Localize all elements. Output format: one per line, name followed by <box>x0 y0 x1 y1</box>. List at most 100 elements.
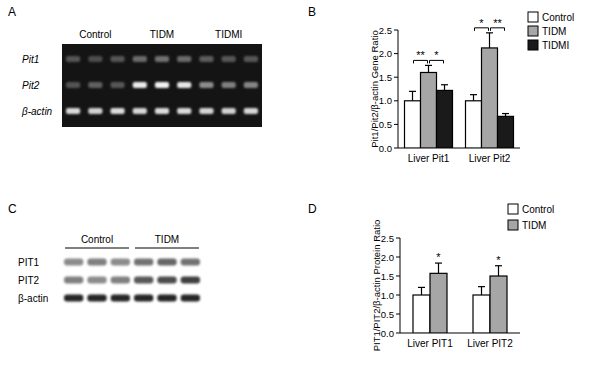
error-stem <box>428 65 429 72</box>
x-tick-label: Liver PIT2 <box>467 338 513 349</box>
lane-group-label: TIDM <box>155 234 179 245</box>
legend-label: TIDM <box>522 220 546 231</box>
blot-band <box>134 295 153 302</box>
significance-label: * <box>434 49 439 61</box>
gel-band <box>199 56 213 62</box>
bar <box>498 116 514 148</box>
plot-marks <box>413 263 507 333</box>
blot-band <box>64 277 83 284</box>
y-tick-label: 2.0 <box>379 48 392 59</box>
legend-label: TIDM <box>542 26 566 37</box>
gel-band <box>155 56 169 62</box>
y-tick <box>396 314 400 315</box>
panel-label: D <box>308 202 317 216</box>
y-tick <box>394 30 398 31</box>
gel-band <box>177 108 191 114</box>
gel-band <box>110 108 124 114</box>
y-tick <box>394 53 398 54</box>
error-cap <box>486 32 493 33</box>
y-axis <box>400 238 401 333</box>
x-tick-label: Liver Pit1 <box>408 153 450 164</box>
figure: AControlTIDMTIDMIPit1Pit2β-actinCControl… <box>0 0 598 375</box>
y-tick <box>396 333 400 334</box>
blot-band <box>181 277 200 284</box>
gel-band <box>222 108 236 114</box>
error-bar <box>486 33 493 48</box>
y-axis <box>398 30 399 148</box>
blot-band <box>111 277 130 284</box>
y-tick-label: 0.0 <box>379 143 392 154</box>
gel-band <box>133 56 147 62</box>
gel-row-label: Pit2 <box>22 80 40 91</box>
gel-band <box>155 82 169 88</box>
blot-band <box>157 295 176 302</box>
error-cap <box>502 113 509 114</box>
error-cap <box>425 65 432 66</box>
significance-label: ** <box>493 17 502 29</box>
blot-row-label: PIT2 <box>18 275 40 286</box>
y-tick-label: 1.0 <box>379 95 392 106</box>
bar <box>430 273 447 333</box>
y-axis-label: Pit1/Pit2/β-actin Gene Ratio <box>369 30 380 147</box>
gel-band <box>133 82 147 88</box>
error-stem <box>481 287 482 295</box>
gel-band <box>66 82 80 88</box>
gel-band <box>133 108 147 114</box>
legend-swatch <box>508 204 518 214</box>
bar <box>473 295 490 333</box>
y-tick-label: 2.5 <box>379 25 392 36</box>
y-axis-label: PIT1/PIT2/β-actin Protein Ratio <box>371 220 382 352</box>
gel-band <box>66 108 80 114</box>
error-stem <box>498 266 499 276</box>
gel-band <box>244 108 258 114</box>
significance-label: ** <box>416 49 425 61</box>
error-cap <box>418 287 425 288</box>
error-cap <box>470 94 477 95</box>
error-cap <box>478 286 485 287</box>
bar <box>466 101 482 148</box>
y-tick-label: 1.0 <box>381 290 394 301</box>
gel-band <box>155 108 169 114</box>
error-bar <box>425 65 432 72</box>
blot-band <box>181 259 200 266</box>
gel-band <box>177 82 191 88</box>
bar <box>421 72 437 148</box>
significance-label: * <box>479 17 484 29</box>
error-bar <box>441 85 448 91</box>
lane-group-label: TIDMI <box>215 29 242 40</box>
blot-band <box>157 277 176 284</box>
gel-band <box>110 56 124 62</box>
blot-band <box>157 259 176 266</box>
y-tick-label: 0.5 <box>379 119 392 130</box>
blot-band <box>64 295 83 302</box>
legend-swatch <box>528 26 538 36</box>
bar <box>405 101 421 148</box>
gel-band <box>244 56 258 62</box>
legend-label: TIDMI <box>542 40 569 51</box>
error-stem <box>412 91 413 100</box>
panel-label: B <box>308 5 316 19</box>
gel-band <box>199 108 213 114</box>
y-tick-label: 1.5 <box>381 271 394 282</box>
blot-row-label: PIT1 <box>18 257 40 268</box>
error-stem <box>489 33 490 48</box>
significance-label: * <box>436 251 441 263</box>
bar <box>437 90 453 148</box>
error-bar <box>470 95 477 101</box>
y-tick <box>396 295 400 296</box>
error-bar <box>435 263 442 273</box>
error-bar <box>495 266 502 276</box>
legend-swatch <box>528 12 538 22</box>
legend-label: Control <box>522 204 554 215</box>
bar <box>413 295 430 333</box>
error-bar <box>418 287 425 295</box>
y-tick-label: 2.5 <box>381 233 394 244</box>
blot-band <box>111 295 130 302</box>
legend-swatch <box>528 40 538 50</box>
y-tick <box>396 257 400 258</box>
gel-band <box>110 82 124 88</box>
gel-band <box>199 82 213 88</box>
gel-band <box>66 56 80 62</box>
y-tick-label: 2.0 <box>381 252 394 263</box>
blot-band <box>87 259 106 266</box>
